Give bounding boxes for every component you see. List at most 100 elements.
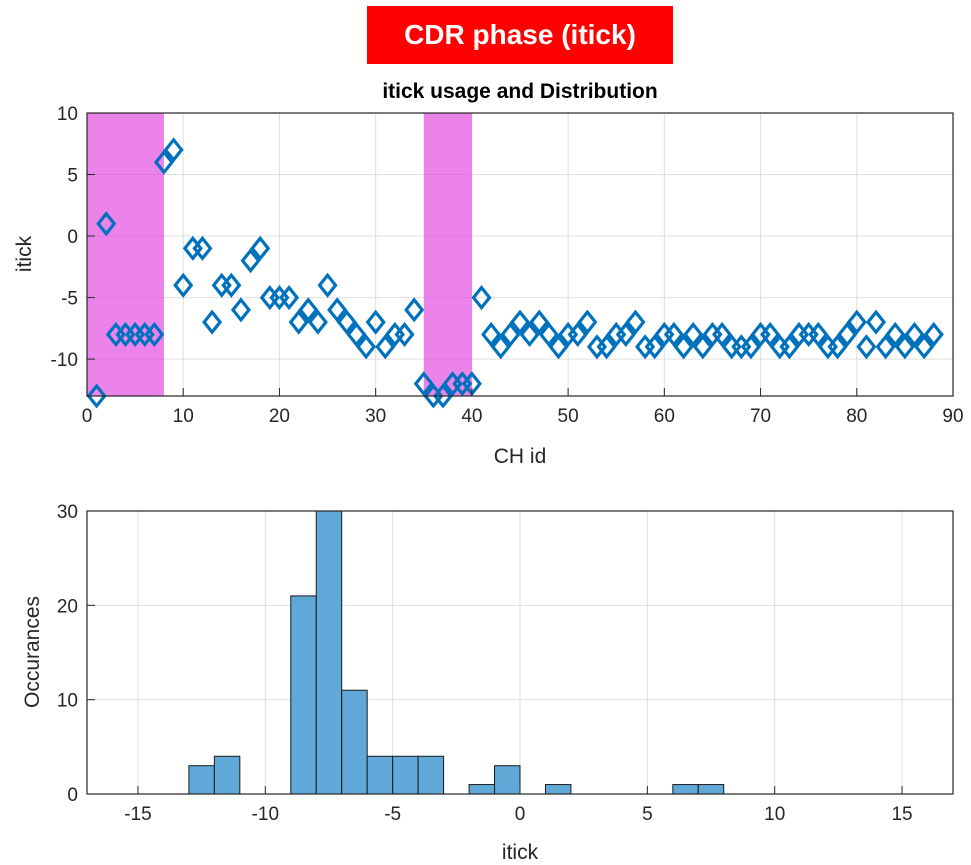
x-tick-label: 30 (365, 406, 386, 427)
data-point (202, 309, 223, 335)
histogram-bar (315, 510, 343, 795)
data-point (481, 321, 502, 348)
data-point (500, 321, 521, 348)
data-point (471, 285, 492, 311)
data-point (298, 297, 319, 323)
histogram-bar (290, 595, 317, 795)
data-point (279, 285, 300, 311)
histogram-bar (366, 755, 394, 795)
data-point (644, 334, 665, 360)
data-point (153, 149, 175, 175)
data-point (875, 334, 896, 360)
data-point (846, 309, 867, 335)
data-point (596, 334, 617, 360)
data-point (923, 321, 944, 348)
data-point (740, 334, 761, 360)
data-point (615, 321, 636, 348)
histogram-x-ticks: -15 -10 -5 0 5 10 15 (124, 786, 913, 825)
scatter-x-label: CH id (494, 445, 547, 468)
data-point (904, 321, 925, 348)
data-point (548, 334, 569, 360)
data-point (567, 321, 588, 348)
data-point (808, 321, 829, 348)
data-point (375, 334, 396, 360)
data-point (885, 321, 906, 348)
x-tick-label: -10 (252, 804, 279, 825)
data-point (365, 309, 386, 335)
y-tick-label: -10 (51, 350, 78, 371)
data-point (163, 137, 184, 163)
data-point (538, 321, 559, 348)
scatter-y-label: itick (13, 235, 36, 272)
y-tick-label: 10 (57, 104, 78, 125)
histogram-bar (672, 784, 699, 795)
histogram-bar (213, 755, 241, 795)
scatter-axes-background (87, 113, 953, 396)
y-tick-label: 20 (57, 596, 78, 617)
highlight-band (87, 113, 164, 396)
data-point (760, 321, 781, 348)
highlight-bands (87, 113, 472, 396)
data-point (307, 309, 328, 335)
data-point (86, 383, 107, 409)
data-point (779, 334, 800, 360)
data-point (673, 334, 694, 360)
histogram-x-label: itick (502, 841, 539, 864)
histogram-y-label: Occurances (21, 596, 44, 708)
data-point (529, 309, 550, 335)
histogram-bar (697, 784, 725, 795)
x-tick-label: 40 (461, 406, 482, 427)
data-point (240, 248, 261, 274)
data-point (432, 383, 454, 409)
data-point (317, 272, 338, 298)
y-tick-label: 5 (67, 166, 78, 187)
x-tick-label: 0 (515, 804, 526, 825)
scatter-axes-box (86, 112, 954, 397)
histogram-bar (417, 755, 445, 795)
data-point (144, 321, 165, 348)
data-point (663, 321, 685, 348)
data-point (856, 334, 877, 360)
histogram-plot: -15 -10 -5 0 5 10 15 0 10 20 30 itick Occurances (21, 502, 954, 864)
highlight-band (423, 113, 472, 396)
data-point (625, 309, 646, 335)
data-point (692, 334, 713, 360)
data-point (96, 211, 117, 237)
x-tick-label: 10 (764, 804, 785, 825)
data-point (914, 334, 935, 360)
histogram-bar (341, 689, 368, 795)
y-tick-label: 0 (67, 227, 78, 248)
data-point (221, 272, 242, 298)
data-point (173, 272, 194, 298)
data-point (827, 334, 848, 360)
y-tick-label: -5 (61, 289, 78, 310)
data-point (865, 309, 887, 335)
data-point (509, 309, 531, 335)
histogram-y-ticks: 0 10 20 30 (57, 502, 95, 806)
data-point (336, 309, 357, 335)
x-tick-label: 90 (942, 406, 963, 427)
scatter-y-ticks: -10 -5 0 5 10 (51, 104, 95, 371)
x-tick-label: -5 (384, 804, 401, 825)
data-point (404, 297, 425, 323)
histogram-bar (468, 784, 496, 795)
y-tick-label: 10 (57, 691, 78, 712)
data-point (712, 321, 733, 348)
data-point (837, 321, 858, 348)
data-point (250, 235, 271, 261)
x-tick-label: 50 (558, 406, 579, 427)
x-tick-label: 15 (891, 804, 912, 825)
data-point (346, 321, 367, 348)
histogram-bar (494, 765, 521, 795)
data-point (394, 321, 415, 348)
data-point (413, 371, 434, 397)
histogram-bar (392, 755, 419, 795)
scatter-plot: 0 10 20 30 40 50 60 70 80 90 -10 -5 0 5 10 itick usag… (13, 80, 964, 468)
data-point (683, 321, 704, 348)
y-tick-label: 0 (67, 785, 78, 806)
title-banner: CDR phase (itick) (367, 6, 673, 64)
scatter-title: itick usage and Distribution (382, 80, 657, 103)
scatter-points (86, 137, 944, 409)
data-point (519, 321, 540, 348)
